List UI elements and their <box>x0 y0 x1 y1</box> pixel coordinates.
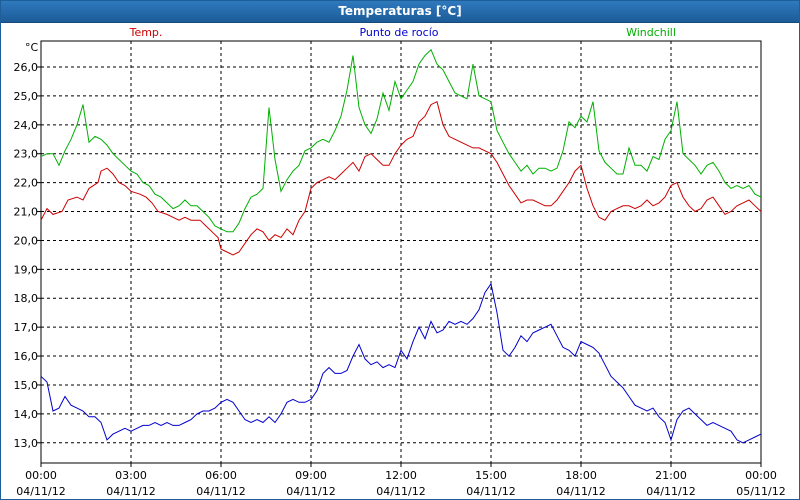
x-tick-time: 12:00 <box>385 469 417 482</box>
x-tick-date: 05/11/12 <box>736 485 785 498</box>
series-line-temp <box>40 100 762 256</box>
y-tick-label: 14,0 <box>14 408 39 421</box>
x-tick-time: 18:00 <box>565 469 597 482</box>
x-tick-date: 04/11/12 <box>16 485 65 498</box>
x-tick-date: 04/11/12 <box>286 485 335 498</box>
series-line-windchill <box>40 48 762 233</box>
x-tick-time: 00:00 <box>25 469 57 482</box>
series-line-dewpoint <box>40 282 762 444</box>
x-tick-date: 04/11/12 <box>196 485 245 498</box>
y-tick-label: 24,0 <box>14 119 39 132</box>
x-tick-time: 15:00 <box>475 469 507 482</box>
x-tick-time: 06:00 <box>205 469 237 482</box>
x-tick-time: 21:00 <box>655 469 687 482</box>
x-tick-time: 09:00 <box>295 469 327 482</box>
x-tick-date: 04/11/12 <box>646 485 695 498</box>
y-tick-label: 18,0 <box>14 292 39 305</box>
chart-title: Temperaturas [°C] <box>338 4 462 18</box>
y-tick-label: 17,0 <box>14 321 39 334</box>
x-tick-date: 04/11/12 <box>556 485 605 498</box>
y-tick-label: 23,0 <box>14 148 39 161</box>
legend-dewpoint: Punto de rocío <box>359 26 438 39</box>
y-tick-label: 25,0 <box>14 90 39 103</box>
y-tick-label: 26,0 <box>14 61 39 74</box>
y-axis-unit: °C <box>25 41 39 54</box>
x-tick-date: 04/11/12 <box>376 485 425 498</box>
y-tick-label: 13,0 <box>14 437 39 450</box>
x-tick-time: 03:00 <box>115 469 147 482</box>
title-bar: Temperaturas [°C] <box>1 1 799 23</box>
y-tick-label: 20,0 <box>14 234 39 247</box>
legend-windchill: Windchill <box>626 26 676 39</box>
legend-temp: Temp. <box>129 26 163 39</box>
x-tick-date: 04/11/12 <box>106 485 155 498</box>
x-tick-date: 04/11/12 <box>466 485 515 498</box>
x-tick-time: 00:00 <box>745 469 777 482</box>
y-tick-label: 19,0 <box>14 263 39 276</box>
y-tick-label: 16,0 <box>14 350 39 363</box>
y-tick-label: 22,0 <box>14 177 39 190</box>
y-tick-label: 15,0 <box>14 379 39 392</box>
y-tick-label: 21,0 <box>14 206 39 219</box>
